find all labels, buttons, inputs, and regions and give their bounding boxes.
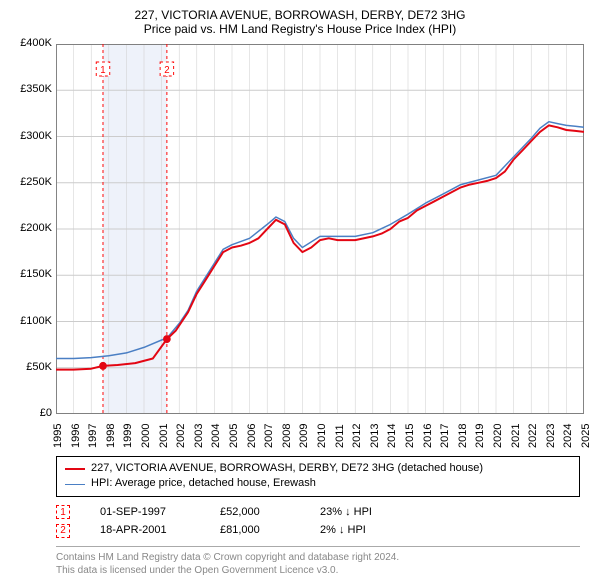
transaction-change: 23% ↓ HPI	[320, 503, 400, 522]
y-axis-label: £0	[10, 407, 52, 419]
x-axis-label: 1996	[70, 424, 82, 448]
chart-container: 227, VICTORIA AVENUE, BORROWASH, DERBY, …	[0, 0, 600, 560]
x-axis-label: 2019	[474, 424, 486, 448]
y-axis-label: £300K	[10, 130, 52, 142]
y-axis-label: £50K	[10, 361, 52, 373]
legend-label: HPI: Average price, detached house, Erew…	[91, 476, 316, 491]
y-axis-label: £150K	[10, 268, 52, 280]
svg-text:1: 1	[100, 65, 105, 76]
attribution-line: Contains HM Land Registry data © Crown c…	[56, 551, 580, 564]
x-axis-label: 2011	[334, 424, 346, 448]
chart-subtitle: Price paid vs. HM Land Registry's House …	[10, 22, 590, 36]
legend-item: 227, VICTORIA AVENUE, BORROWASH, DERBY, …	[65, 461, 571, 476]
transaction-price: £52,000	[220, 503, 290, 522]
x-axis-label: 2022	[527, 424, 539, 448]
x-axis-label: 2015	[404, 424, 416, 448]
transaction-change: 2% ↓ HPI	[320, 521, 400, 540]
marker-badge: 2	[56, 524, 70, 538]
attribution-line: This data is licensed under the Open Gov…	[56, 564, 580, 577]
x-axis-label: 2001	[158, 424, 170, 448]
legend: 227, VICTORIA AVENUE, BORROWASH, DERBY, …	[56, 456, 580, 497]
x-axis-label: 2007	[263, 424, 275, 448]
x-axis-label: 2002	[175, 424, 187, 448]
x-axis-label: 2016	[422, 424, 434, 448]
legend-swatch-icon	[65, 484, 85, 485]
y-axis-label: £200K	[10, 222, 52, 234]
transaction-date: 18-APR-2001	[100, 521, 190, 540]
x-axis-label: 2023	[545, 424, 557, 448]
x-axis-label: 2020	[492, 424, 504, 448]
chart-title: 227, VICTORIA AVENUE, BORROWASH, DERBY, …	[10, 8, 590, 22]
svg-text:2: 2	[164, 65, 169, 76]
x-axis-label: 2010	[316, 424, 328, 448]
x-axis-label: 2000	[140, 424, 152, 448]
y-axis-label: £250K	[10, 176, 52, 188]
legend-label: 227, VICTORIA AVENUE, BORROWASH, DERBY, …	[91, 461, 483, 476]
x-axis-label: 2009	[298, 424, 310, 448]
chart-svg: 12	[56, 44, 584, 414]
x-axis-label: 1997	[87, 424, 99, 448]
x-axis-label: 1999	[122, 424, 134, 448]
y-axis-label: £400K	[10, 37, 52, 49]
x-axis-label: 2005	[228, 424, 240, 448]
x-axis-label: 2014	[386, 424, 398, 448]
x-axis-label: 2013	[369, 424, 381, 448]
x-axis-label: 2004	[210, 424, 222, 448]
x-axis-label: 2024	[562, 424, 574, 448]
transaction-date: 01-SEP-1997	[100, 503, 190, 522]
transaction-table: 1 01-SEP-1997 £52,000 23% ↓ HPI 2 18-APR…	[56, 503, 580, 540]
x-axis-label: 2003	[193, 424, 205, 448]
x-axis-label: 1995	[52, 424, 64, 448]
y-axis-label: £100K	[10, 315, 52, 327]
table-row: 2 18-APR-2001 £81,000 2% ↓ HPI	[56, 521, 580, 540]
transaction-price: £81,000	[220, 521, 290, 540]
x-axis-label: 2021	[510, 424, 522, 448]
x-axis-label: 2017	[439, 424, 451, 448]
x-axis-label: 2025	[580, 424, 592, 448]
table-row: 1 01-SEP-1997 £52,000 23% ↓ HPI	[56, 503, 580, 522]
x-axis-label: 2008	[281, 424, 293, 448]
y-axis-label: £350K	[10, 83, 52, 95]
legend-item: HPI: Average price, detached house, Erew…	[65, 476, 571, 491]
plot-area: 12	[56, 44, 584, 414]
x-axis-label: 1998	[105, 424, 117, 448]
x-axis-label: 2012	[351, 424, 363, 448]
x-axis-label: 2018	[457, 424, 469, 448]
x-axis-label: 2006	[246, 424, 258, 448]
attribution: Contains HM Land Registry data © Crown c…	[56, 546, 580, 577]
chart-area: 12 £0£50K£100K£150K£200K£250K£300K£350K£…	[10, 44, 590, 414]
x-axis-labels: 1995199619971998199920002001200220032004…	[56, 414, 584, 450]
marker-badge: 1	[56, 505, 70, 519]
legend-swatch-icon	[65, 468, 85, 470]
